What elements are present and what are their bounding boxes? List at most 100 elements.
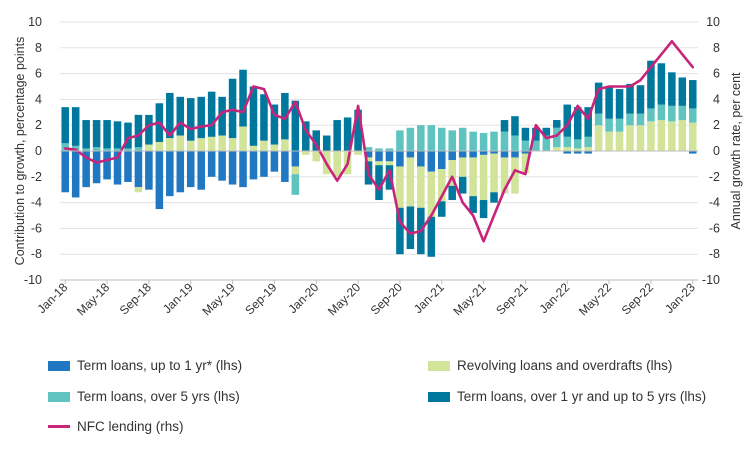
bar (605, 118, 613, 132)
bar (469, 131, 477, 151)
y-axis-label: Contribution to growth, percentage point… (13, 37, 27, 266)
y2-tick-label: 8 (713, 41, 720, 55)
y2-tick-label: -10 (702, 273, 720, 287)
bar (615, 131, 624, 151)
x-tick-label: Jan-22 (537, 280, 573, 316)
bar (385, 161, 394, 166)
bar (375, 151, 383, 162)
x-tick-label: May-22 (576, 280, 614, 318)
bar (312, 130, 321, 151)
x-tick-label: May-19 (200, 280, 238, 318)
bar (406, 127, 415, 151)
bar (563, 151, 572, 154)
bar (218, 96, 226, 136)
bar (584, 107, 592, 137)
bar (197, 138, 205, 151)
x-tick-label: Sep-18 (117, 280, 154, 317)
bar (615, 89, 624, 119)
bar (124, 148, 132, 151)
y-tick-label: 0 (35, 144, 42, 158)
bar (207, 151, 216, 177)
bar (490, 153, 498, 193)
bar (427, 125, 436, 151)
bar (657, 120, 666, 151)
y2-tick-label: 2 (713, 118, 720, 132)
y-tick-label: 2 (35, 118, 42, 132)
bar (396, 207, 404, 255)
bar (302, 151, 310, 155)
bar (270, 144, 279, 151)
bar (103, 151, 111, 180)
bar (291, 174, 300, 195)
bar (678, 105, 687, 121)
bar (479, 200, 488, 219)
bar (396, 151, 404, 167)
bar (542, 127, 551, 136)
bar (364, 147, 373, 151)
bar (186, 98, 195, 141)
bar (260, 140, 268, 151)
bar (228, 151, 237, 185)
bar (479, 154, 488, 201)
bar (553, 147, 561, 151)
bar (437, 201, 446, 217)
bar (448, 185, 456, 201)
bar (166, 151, 174, 197)
bar (155, 151, 164, 210)
bar (92, 151, 101, 184)
bar (239, 151, 247, 188)
y-tick-label: 4 (35, 92, 42, 106)
bar (500, 131, 509, 151)
bar (113, 151, 122, 185)
bar (239, 69, 247, 127)
bar (249, 145, 258, 151)
bar (312, 151, 321, 162)
bar (375, 148, 383, 151)
bar (657, 63, 666, 105)
bar (155, 141, 164, 151)
x-tick-label: May-20 (325, 280, 363, 318)
bar (479, 132, 488, 151)
bar (448, 130, 456, 151)
x-tick-label: Sep-22 (619, 280, 656, 317)
bar (657, 104, 666, 121)
bar (573, 107, 582, 140)
bar (375, 165, 383, 201)
bar (82, 151, 90, 188)
y-tick-label: 8 (35, 41, 42, 55)
bar (563, 147, 572, 151)
y2-tick-label: -2 (709, 170, 720, 184)
bar (626, 113, 634, 126)
y2-tick-label: -4 (709, 196, 720, 210)
bar (406, 206, 415, 250)
bar (103, 148, 111, 151)
bar (668, 121, 676, 151)
bar (553, 120, 561, 128)
bar (197, 96, 205, 139)
bar (689, 108, 697, 123)
bar (448, 160, 456, 186)
y2-tick-label: 10 (706, 15, 720, 29)
bar (281, 151, 289, 182)
bar (291, 100, 300, 151)
y-tick-label: 6 (35, 67, 42, 81)
bar (71, 151, 80, 198)
bar (186, 140, 195, 151)
bar (521, 153, 530, 173)
y2-tick-label: 6 (713, 67, 720, 81)
bar (396, 130, 404, 151)
x-tick-label: May-18 (74, 280, 112, 318)
bar (186, 151, 195, 188)
bar (668, 72, 676, 106)
bar (166, 92, 174, 139)
bar (207, 91, 216, 137)
bar (197, 151, 205, 190)
bar (689, 80, 697, 109)
bar (573, 139, 582, 149)
bar (218, 135, 226, 151)
bar (532, 127, 540, 141)
bar (417, 166, 425, 208)
bar (281, 92, 289, 140)
nfc-lending-line (63, 39, 695, 243)
